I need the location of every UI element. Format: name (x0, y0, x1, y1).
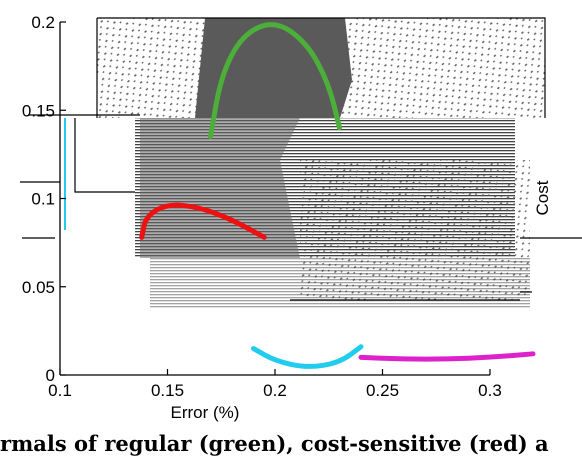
background-texture (97, 18, 545, 308)
x-axis-title: Error (%) (171, 403, 240, 422)
y-tick-label: 0.05 (22, 278, 55, 297)
series-line-0 (208, 22, 342, 140)
series-line-1 (139, 202, 267, 240)
x-tick-label: 0.1 (48, 381, 72, 400)
pareto-chart: 0.1 0.15 0.2 0.25 0.3 0 0.05 0.1 0.15 0.2 Error (… (20, 13, 582, 422)
tick-marks: 0.1 0.15 0.2 0.25 0.3 0 0.05 0.1 0.15 0.2 (22, 13, 502, 400)
x-tick-label: 0.25 (366, 381, 399, 400)
y-tick-label: 0.2 (31, 13, 55, 32)
series-line-2 (251, 344, 364, 369)
y-tick-label: 0.1 (31, 190, 55, 209)
x-tick-label: 0.3 (478, 381, 502, 400)
x-tick-label: 0.2 (263, 381, 287, 400)
series-line-3 (358, 351, 536, 362)
y-tick-label: 0.15 (22, 101, 55, 120)
inner-frames (20, 17, 582, 301)
y-axis-title: Cost (533, 180, 552, 215)
figure-caption: rmals of regular (green), cost-sensitive… (0, 431, 549, 456)
x-tick-label: 0.15 (151, 381, 184, 400)
series-layer (139, 22, 536, 369)
y-tick-label: 0 (46, 366, 55, 385)
